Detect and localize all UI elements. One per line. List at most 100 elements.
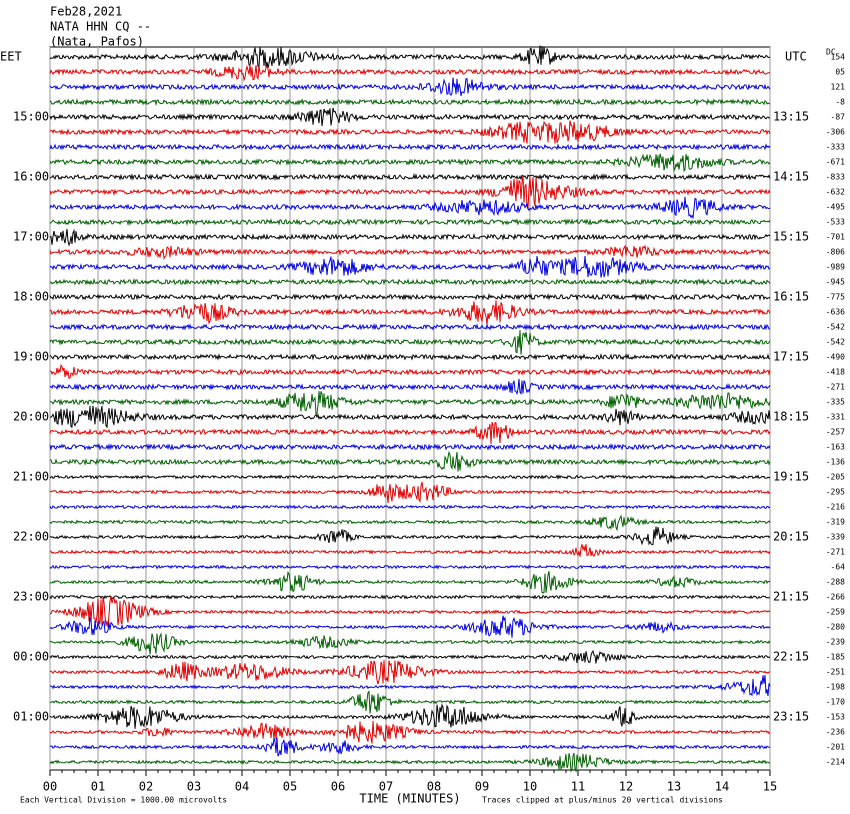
dc-offset: -333	[826, 143, 845, 152]
dc-offset: -989	[826, 263, 845, 272]
dc-offset: 121	[831, 83, 846, 92]
trace	[49, 196, 771, 220]
trace	[49, 174, 771, 210]
dc-offset: -319	[826, 518, 845, 527]
trace	[49, 514, 771, 532]
trace	[49, 45, 771, 69]
trace	[49, 632, 771, 655]
trace	[49, 300, 771, 325]
utc-time-label: 19:15	[773, 470, 809, 484]
dc-offset: -542	[826, 323, 845, 332]
trace	[49, 120, 771, 144]
utc-time-label: 16:15	[773, 290, 809, 304]
right-zone: UTC	[785, 50, 807, 64]
trace	[49, 596, 771, 628]
dc-offset: -259	[826, 608, 845, 617]
utc-time-label: 14:15	[773, 170, 809, 184]
dc-offset: 154	[831, 53, 846, 62]
local-time-label: 16:00	[13, 170, 49, 184]
dc-offset: -295	[826, 488, 845, 497]
x-tick-label: 06	[331, 780, 345, 794]
dc-offset: -490	[826, 353, 845, 362]
trace	[49, 443, 771, 452]
x-tick-label: 03	[187, 780, 201, 794]
dc-offset: -542	[826, 338, 845, 347]
x-axis-label: TIME (MINUTES)	[359, 792, 460, 806]
title-station: NATA HHN CQ --	[50, 20, 151, 34]
trace	[49, 64, 771, 82]
dc-offset: -170	[826, 698, 845, 707]
dc-offset: 05	[835, 68, 845, 77]
trace	[49, 570, 771, 594]
dc-offset: -280	[826, 623, 845, 632]
trace	[49, 218, 771, 227]
trace	[49, 504, 771, 510]
dc-offset: -632	[826, 188, 845, 197]
local-time-label: 19:00	[13, 350, 49, 364]
dc-offset: -331	[826, 413, 845, 422]
dc-offset: -198	[826, 683, 845, 692]
dc-offset: -216	[826, 503, 845, 512]
trace	[49, 564, 771, 570]
dc-offset: -236	[826, 728, 845, 737]
trace	[49, 421, 771, 444]
dc-offset: -214	[826, 758, 845, 767]
dc-offset: -775	[826, 293, 845, 302]
trace	[49, 615, 771, 638]
dc-offset: -495	[826, 203, 845, 212]
plot-frame	[49, 46, 771, 771]
trace	[49, 77, 771, 97]
trace	[49, 378, 771, 396]
x-tick-label: 08	[427, 780, 441, 794]
dc-offset: -288	[826, 578, 845, 587]
dc-offset: -163	[826, 443, 845, 452]
dc-offset: -418	[826, 368, 845, 377]
utc-time-label: 17:15	[773, 350, 809, 364]
x-tick-label: 07	[379, 780, 393, 794]
x-tick-label: 02	[139, 780, 153, 794]
trace	[49, 153, 771, 173]
trace	[49, 172, 771, 181]
scale-note: Each Vertical Division = 1000.00 microvo…	[20, 796, 227, 805]
trace	[49, 450, 771, 472]
trace	[49, 594, 770, 600]
dc-offset: -945	[826, 278, 845, 287]
clip-note: Traces clipped at plus/minus 20 vertical…	[482, 796, 723, 805]
x-tick-label: 14	[715, 780, 729, 794]
trace	[49, 244, 771, 261]
utc-time-label: 22:15	[773, 650, 809, 664]
trace	[49, 737, 771, 757]
trace	[49, 674, 771, 697]
trace	[49, 481, 771, 503]
trace	[49, 405, 771, 429]
trace	[49, 97, 771, 107]
trace	[49, 322, 771, 332]
x-tick-label: 10	[523, 780, 537, 794]
dc-offset: -266	[826, 593, 845, 602]
trace	[49, 544, 771, 557]
dc-offset: -271	[826, 548, 845, 557]
title-location: (Nata, Pafos)	[50, 35, 144, 49]
x-tick-label: 04	[235, 780, 249, 794]
trace	[49, 107, 771, 127]
dc-offset: -185	[826, 653, 845, 662]
trace	[49, 364, 771, 380]
local-time-label: 20:00	[13, 410, 49, 424]
dc-offset: -833	[826, 173, 845, 182]
dc-offset: -671	[826, 158, 845, 167]
dc-offset: -8	[835, 98, 845, 107]
x-tick-label: 13	[667, 780, 681, 794]
local-time-label: 22:00	[13, 530, 49, 544]
utc-time-label: 15:15	[773, 230, 809, 244]
x-tick-label: 09	[475, 780, 489, 794]
utc-time-label: 20:15	[773, 530, 809, 544]
local-time-label: 21:00	[13, 470, 49, 484]
dc-offset: -335	[826, 398, 845, 407]
trace	[49, 390, 771, 415]
x-tick-label: 15	[763, 780, 777, 794]
local-time-label: 01:00	[13, 710, 49, 724]
dc-offset: -239	[826, 638, 845, 647]
local-time-label: 15:00	[13, 110, 49, 124]
dc-offset: -533	[826, 218, 845, 227]
utc-time-label: 23:15	[773, 710, 809, 724]
